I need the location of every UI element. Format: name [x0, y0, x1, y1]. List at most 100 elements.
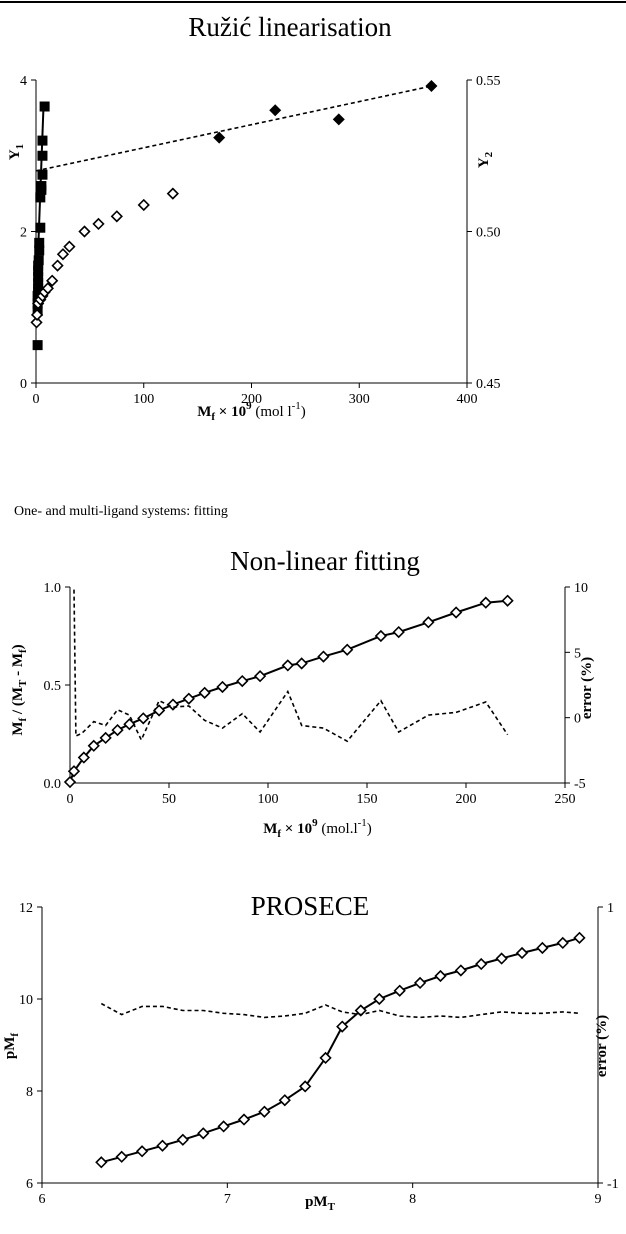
y-tick-label-left: 10 [19, 993, 33, 1008]
data-point [135, 1145, 149, 1158]
data-point [217, 1120, 230, 1133]
series-1 [63, 594, 514, 789]
data-point [374, 629, 387, 643]
x-tick-label: 150 [357, 792, 378, 807]
data-point [176, 1133, 189, 1146]
data-point [425, 80, 438, 93]
x-tick-label: 300 [349, 392, 370, 407]
data-point [111, 723, 124, 737]
data-point [78, 225, 91, 238]
y-tick-label-right: 5 [574, 646, 581, 661]
x-tick-label: 50 [162, 792, 176, 807]
chart-1: Ružić linearisation 0 100 200 300 400 0 2 4 0.45 0… [0, 1, 626, 423]
data-point [295, 657, 308, 670]
data-point [479, 596, 492, 609]
data-point [198, 686, 211, 699]
x-tick-label: 6 [39, 1192, 46, 1207]
data-point [253, 670, 267, 683]
series-1 [95, 931, 586, 1169]
data-point [46, 274, 59, 287]
data-point [269, 104, 282, 117]
data-point [536, 941, 549, 955]
series-line [73, 589, 509, 743]
y-axis-label-left: Mf / (MT - Mf) [10, 644, 29, 735]
data-point [99, 731, 112, 745]
data-point [393, 984, 406, 997]
x-tick-label: 200 [456, 792, 477, 807]
data-point [332, 113, 345, 126]
data-point [501, 594, 514, 607]
y-tick-label-left: 12 [19, 901, 33, 916]
x-tick-label: 200 [241, 392, 262, 407]
y-axis-label-right: error (%) [579, 657, 595, 719]
data-point [137, 198, 150, 212]
series-2 [100, 1002, 580, 1019]
data-point [354, 1004, 367, 1017]
data-point [317, 650, 330, 663]
series-5 [35, 85, 432, 172]
y-tick-label-right: 0.45 [476, 377, 501, 392]
data-point [281, 659, 294, 672]
y-tick-label-left: 2 [20, 226, 27, 241]
x-tick-label: 9 [595, 1192, 602, 1207]
x-axis-label: pMT [305, 1194, 336, 1213]
data-point [115, 1150, 128, 1163]
data-point [41, 282, 54, 295]
series-3 [30, 187, 179, 329]
data-point [258, 1105, 271, 1118]
data-point [77, 751, 90, 764]
data-point [35, 222, 46, 233]
y-tick-label-right: -1 [607, 1177, 619, 1192]
data-point [454, 964, 467, 977]
data-point [32, 340, 43, 351]
x-tick-label: 100 [133, 392, 154, 407]
y-tick-label-right: 0.50 [476, 226, 501, 241]
data-point [63, 775, 77, 789]
y-axis-label-left: Y1 [7, 144, 26, 160]
chart-title: Ružić linearisation [188, 12, 392, 42]
data-point [495, 952, 508, 965]
y-tick-label-right: 0 [574, 712, 581, 727]
data-point [87, 739, 100, 752]
series-4 [213, 80, 438, 144]
series-line [35, 106, 45, 308]
x-axis-label: Mf × 109 (mol.l-1) [263, 817, 372, 840]
data-point [515, 946, 529, 960]
data-point [392, 625, 405, 639]
y-tick-label-right: 10 [574, 581, 588, 596]
data-point [319, 1051, 332, 1065]
data-point [237, 1113, 251, 1126]
series-line [100, 1002, 580, 1019]
y-axis-label-left: pMf [2, 1033, 21, 1060]
series-2 [35, 106, 45, 308]
y-tick-label-left: 1.0 [44, 581, 62, 596]
data-point [166, 187, 179, 200]
x-tick-label: 0 [67, 792, 74, 807]
y-tick-label-right: -5 [574, 777, 586, 792]
y-tick-label-left: 0.5 [44, 679, 62, 694]
y-axis-label-right: error (%) [594, 1015, 610, 1077]
chart-3: PROSECE 6 7 8 9 6 8 10 12 -1 1 pMT pMf error (%) [2, 891, 619, 1213]
data-point [299, 1080, 312, 1093]
y-tick-label-right: 0.55 [476, 74, 501, 89]
data-point [34, 245, 45, 256]
x-tick-label: 8 [409, 1192, 416, 1207]
data-point [156, 1139, 169, 1152]
data-point [166, 698, 180, 711]
data-point [336, 1020, 349, 1033]
data-point [213, 131, 226, 144]
series-line [69, 599, 508, 783]
data-point [33, 283, 44, 294]
data-point [30, 308, 44, 321]
data-point [434, 969, 447, 983]
data-point [56, 248, 70, 261]
x-tick-label: 7 [224, 1192, 231, 1207]
x-axis-label: Mf × 109 (mol l-1) [197, 400, 306, 423]
data-point [137, 712, 150, 725]
data-point [216, 680, 229, 694]
chart-title: Non-linear fitting [230, 546, 420, 576]
data-point [182, 692, 195, 705]
data-point [152, 704, 166, 717]
